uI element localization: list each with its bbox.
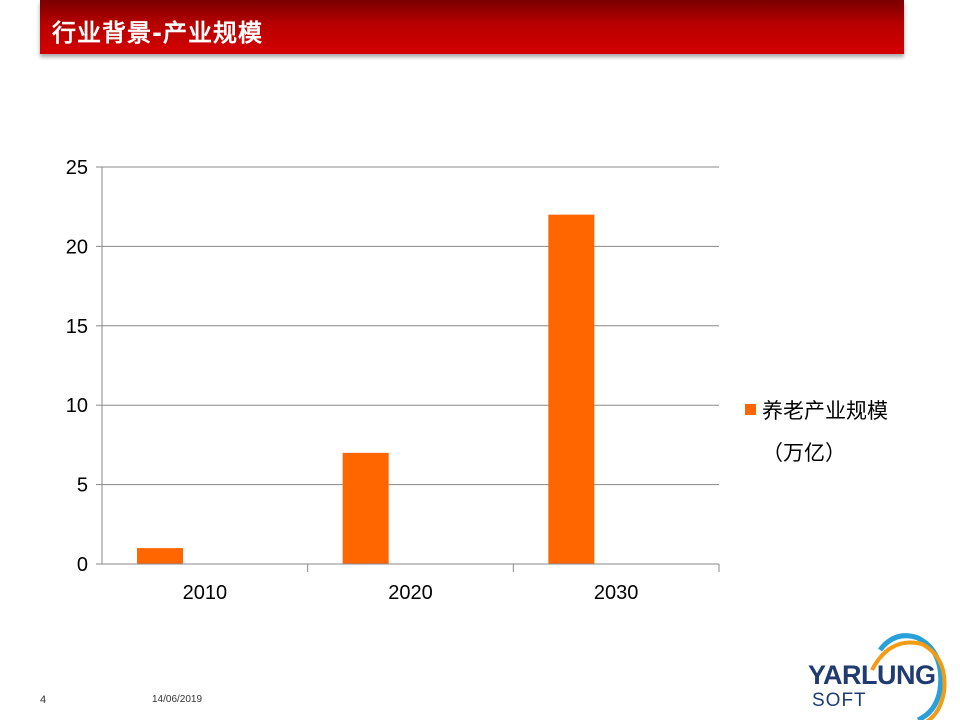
- y-tick-label: 0: [77, 554, 88, 576]
- legend-label-unit: （万亿）: [762, 441, 846, 465]
- axes: [96, 166, 720, 572]
- bar: [548, 214, 595, 564]
- logo-swoosh-icon: [870, 633, 947, 720]
- y-tick-label: 25: [66, 157, 88, 179]
- legend: 养老产业规模 （万亿）: [745, 399, 888, 465]
- legend-swatch: [745, 404, 756, 415]
- y-tick-label: 15: [66, 316, 88, 338]
- bar: [342, 452, 389, 564]
- title-bar: 行业背景-产业规模: [40, 0, 904, 54]
- grid-lines: [102, 166, 719, 486]
- page-number: 4: [40, 694, 47, 706]
- logo-subtext: SOFT: [812, 690, 867, 711]
- y-tick-label: 5: [77, 475, 88, 497]
- legend-label: 养老产业规模: [762, 399, 888, 423]
- x-tick-label: 2020: [388, 582, 433, 604]
- bars: [137, 214, 595, 564]
- bar: [137, 548, 183, 564]
- slide-title: 行业背景-产业规模: [52, 19, 263, 47]
- y-tick-label: 20: [66, 236, 88, 258]
- tick-labels: 0 5 10 15 20 25 2010 2020 2030: [66, 157, 639, 604]
- x-tick-label: 2030: [594, 582, 639, 604]
- x-tick-label: 2010: [183, 582, 228, 604]
- logo-text: YARLUNG: [808, 660, 936, 690]
- yarlung-logo: YARLUNG SOFT: [800, 630, 950, 720]
- y-tick-label: 10: [66, 395, 88, 417]
- slide-date: 14/06/2019: [152, 694, 203, 705]
